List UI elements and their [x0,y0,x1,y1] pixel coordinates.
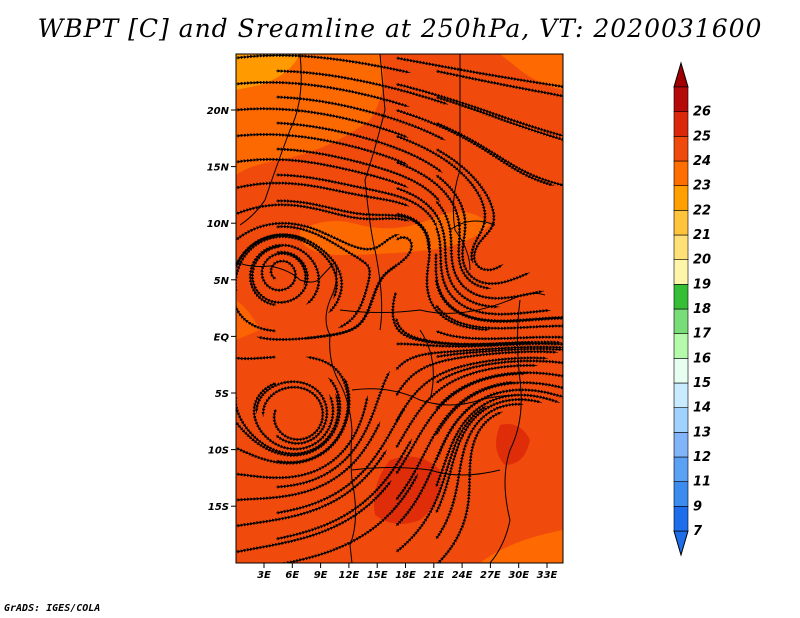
lon-tick-label: 12E [339,570,360,581]
streamline [236,54,411,74]
border-southern-2 [351,467,501,476]
lat-tick-label: 20N [207,106,230,117]
streamline [236,181,410,207]
footer-credit: GrADS: IGES/COLA [4,603,101,614]
streamline [256,265,397,342]
colorbar-swatch [673,432,689,458]
colorbar-swatch [673,111,689,137]
border-sudan-line [452,54,471,271]
colorbar-swatch [673,210,689,236]
map-plot-area [236,54,563,563]
lon-tick-label: 15E [367,570,388,581]
map-frame [235,53,564,564]
colorbar-label: 22 [693,203,711,218]
colorbar-label: 12 [693,450,711,465]
colorbar-label: 16 [693,351,711,366]
colorbar-swatch [673,136,689,162]
colorbar-swatch [673,160,689,186]
colorbar-swatch [673,86,689,112]
colorbar-label: 24 [693,154,711,169]
coastline-east [489,299,522,563]
border-chad-line [364,54,386,331]
colorbar-swatch [673,481,689,507]
lon-tick-label: 27E [480,570,501,581]
lon-tick-label: 3E [257,570,271,581]
colorbar-label: 14 [693,401,711,416]
colorbar-label: 7 [693,524,703,539]
colorbar-swatch [673,506,689,532]
streamline [435,329,563,341]
lon-tick-label: 6E [285,570,299,581]
colorbar-label: 18 [693,302,711,317]
streamline [277,473,419,563]
lat-tick-label: 15S [208,502,229,513]
colorbar-label: 13 [693,425,711,440]
colorbar-label: 21 [693,228,711,243]
colorbar-swatch [673,407,689,433]
colorbar-label: 9 [693,499,702,514]
colorbar-swatch [673,358,689,384]
longitude-axis: 3E 6E 9E 12E 15E 18E 21E 24E 27E 30E 33E [257,563,558,581]
streamlines [236,54,563,563]
border-southern-1 [351,388,521,406]
lon-tick-label: 9E [314,570,328,581]
border-equatorial [339,292,546,314]
border-west-africa [239,54,302,226]
border-interior-2 [449,220,496,231]
streamline [236,355,277,361]
map-title: WBPT [C] and Sreamline at 250hPa, VT: 20… [37,14,763,43]
colorbar-swatch [673,259,689,285]
colorbar: 7 9 11 12 13 14 15 16 17 18 19 20 21 22 23 24 25 26 [673,61,712,557]
lon-tick-label: 33E [537,570,558,581]
colorbar-label: 19 [693,277,711,292]
colorbar-label: 20 [693,253,711,268]
country-borders [236,54,546,563]
latitude-axis: 20N 15N 10N 5N EQ 5S 10S 15S [207,106,236,513]
lat-tick-label: 10N [207,219,230,230]
lat-tick-label: EQ [214,332,230,343]
coastline-west [236,261,357,563]
streamline [236,233,308,333]
lon-tick-label: 24E [452,570,473,581]
border-interior-1 [419,329,434,401]
colorbar-under-arrow [673,530,689,557]
lat-tick-label: 15N [207,163,230,174]
colorbar-swatch [673,234,689,260]
streamline [236,307,237,318]
lon-tick-label: 30E [508,570,529,581]
colorbar-label: 23 [693,179,711,194]
colorbar-label: 26 [693,105,711,120]
colorbar-label: 15 [693,376,711,391]
colorbar-label: 25 [693,129,711,144]
lon-tick-label: 21E [423,570,444,581]
colorbar-swatch [673,185,689,211]
streamline [435,411,503,563]
colorbar-over-arrow [673,61,689,88]
colorbar-swatch [673,284,689,310]
colorbar-swatch [673,456,689,482]
colorbar-label: 11 [693,475,711,490]
lat-tick-label: 5S [215,389,229,400]
colorbar-label: 17 [693,327,712,342]
lat-tick-label: 10S [208,446,229,457]
colorbar-swatch [673,382,689,408]
colorbar-swatch [673,308,689,334]
lon-tick-label: 18E [395,570,416,581]
streamline [236,343,237,344]
streamline [236,203,410,222]
colorbar-swatch [673,333,689,359]
lat-tick-label: 5N [214,276,230,287]
